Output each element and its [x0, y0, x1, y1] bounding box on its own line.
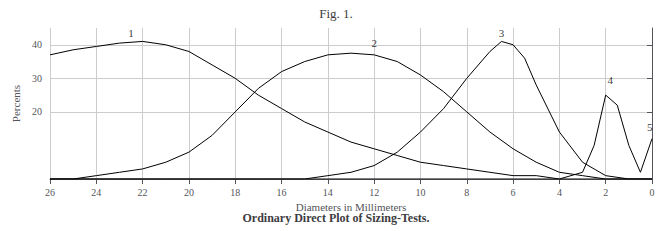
svg-text:4: 4 [608, 74, 614, 86]
svg-text:30: 30 [32, 73, 42, 84]
svg-text:16: 16 [277, 187, 287, 198]
svg-text:8: 8 [464, 187, 469, 198]
svg-text:14: 14 [323, 187, 333, 198]
svg-text:18: 18 [230, 187, 240, 198]
svg-text:5: 5 [647, 121, 653, 133]
svg-text:40: 40 [32, 39, 42, 50]
svg-text:20: 20 [184, 187, 194, 198]
svg-text:10: 10 [415, 187, 425, 198]
svg-text:20: 20 [32, 106, 42, 117]
svg-text:1: 1 [128, 27, 134, 39]
svg-text:22: 22 [138, 187, 148, 198]
svg-text:6: 6 [511, 187, 516, 198]
svg-text:24: 24 [91, 187, 101, 198]
svg-text:Fig. 1.: Fig. 1. [319, 6, 353, 21]
svg-text:Percents: Percents [10, 85, 22, 122]
svg-text:Ordinary Direct Plot of Sizing: Ordinary Direct Plot of Sizing-Tests. [243, 211, 430, 225]
svg-text:26: 26 [45, 187, 55, 198]
svg-text:2: 2 [603, 187, 608, 198]
svg-text:3: 3 [499, 27, 505, 39]
svg-text:0: 0 [650, 187, 655, 198]
svg-text:Diameters in Millimeters: Diameters in Millimeters [295, 201, 407, 214]
svg-text:2: 2 [371, 37, 377, 49]
svg-text:12: 12 [369, 187, 379, 198]
svg-text:4: 4 [557, 187, 562, 198]
